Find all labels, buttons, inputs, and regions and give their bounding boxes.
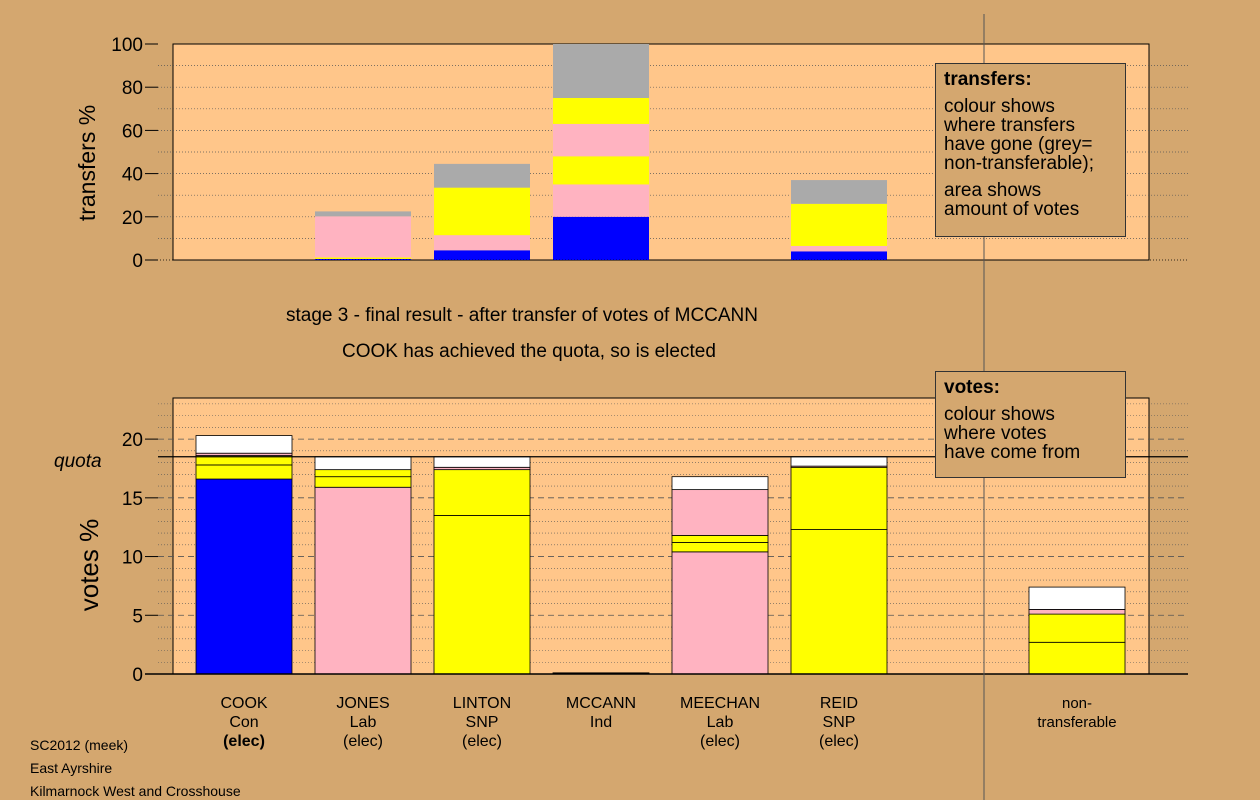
vote-bar-segment [314,469,412,478]
candidate-party-label: SNP [466,714,499,731]
vote-bar-segment [433,456,531,468]
votes-tick-label: 10 [122,548,143,569]
vote-bar-segment [790,529,888,675]
transfers-tick-label: 100 [111,35,143,56]
vote-bar-segment [790,456,888,467]
vote-bar-segment [314,476,412,488]
transfer-bar-segment [434,250,530,260]
votes-legend-line: colour shows [944,404,1055,425]
transfers-axis-label: transfers % [74,105,100,221]
candidate-party-label: Lab [707,714,734,731]
vote-bar-segment [790,466,888,530]
vote-bar-segment [195,435,293,454]
vote-bar-segment [671,535,769,543]
transfer-bar-segment [553,44,649,98]
candidate-status-label: (elec) [819,733,859,750]
transfers-legend-line: non-transferable); [944,153,1094,174]
candidate-name-label: MEECHAN [680,695,760,712]
votes-tick-label: 20 [122,430,143,451]
transfers-tick-label: 20 [122,208,143,229]
vote-bar-segment [433,515,531,675]
vote-bar-segment [671,551,769,675]
transfer-bar-segment [315,258,411,260]
candidate-name-label: COOK [220,695,267,712]
transfers-legend-line: amount of votes [944,199,1080,220]
candidate-name-label: JONES [336,695,389,712]
transfer-bar-segment [791,180,887,204]
vote-bar-segment [314,486,412,675]
vote-bar-segment [1028,609,1126,615]
vote-bar-segment [671,542,769,553]
candidate-name-label: REID [820,695,858,712]
transfers-tick-label: 60 [122,121,143,142]
candidate-name-label: LINTON [453,695,511,712]
vote-bar-segment [671,476,769,491]
vote-bar-segment [314,456,412,471]
votes-legend-line: where votes [944,423,1047,444]
transfer-bar-segment [434,187,530,236]
transfer-bar-segment [791,251,887,260]
transfer-bar-segment [553,98,649,124]
candidate-party-label: SNP [823,714,856,731]
quota-label: quota [54,451,102,472]
transfer-bar-segment [315,216,411,258]
transfers-tick-label: 0 [132,251,143,272]
transfer-bar-segment [553,156,649,185]
chart-title: stage 3 - final result - after transfer … [286,305,759,326]
transfer-bar-segment [553,123,649,157]
candidate-status-label: (elec) [343,733,383,750]
transfers-legend-line: colour shows [944,96,1055,117]
candidate-status-label: (elec) [462,733,502,750]
transfers-legend-box: transfers: colour shows where transfers … [935,63,1126,237]
vote-bar-segment [1028,586,1126,610]
candidate-party-label: Ind [590,714,612,731]
vote-bar-segment [195,464,293,480]
vote-bar-segment [1028,613,1126,643]
candidate-party-label: Lab [350,714,377,731]
vote-bar-segment [433,469,531,516]
votes-legend-title: votes: [944,377,1000,398]
candidate-party-label: transferable [1037,714,1116,731]
axes: 0 20 40 60 80 100 0 5 10 15 20 COOK Con (elec) JONES La… [111,35,1188,750]
vote-bar-segment [195,478,293,675]
votes-bars [158,435,1188,675]
transfer-bar-segment [315,211,411,217]
transfers-tick-label: 40 [122,165,143,186]
transfer-bar-segment [315,257,411,259]
transfers-bars [315,44,887,260]
transfers-tick-label: 80 [122,78,143,99]
footer-line-3: Kilmarnock West and Crosshouse [30,783,241,799]
chart-subtitle: COOK has achieved the quota, so is elect… [342,341,716,362]
votes-tick-label: 15 [122,489,143,510]
footer-line-1: SC2012 (meek) [30,737,129,753]
votes-legend-line: have come from [944,442,1081,463]
transfer-bar-segment [791,245,887,252]
transfers-legend-line: area shows [944,180,1042,201]
candidate-status-label: (elec) [700,733,740,750]
transfers-legend-title: transfers: [944,69,1032,90]
transfer-bar-segment [434,235,530,251]
vote-bar-segment [1028,641,1126,675]
votes-legend-box: votes: colour shows where votes have com… [935,371,1126,478]
transfer-bar-segment [791,203,887,246]
transfers-legend-line: have gone (grey= [944,134,1093,155]
vote-bar-segment [671,489,769,536]
transfer-bar-segment [553,184,649,217]
candidate-name-label: MCCANN [566,695,636,712]
transfer-bar-segment [434,163,530,188]
candidate-name-label: non- [1062,695,1092,712]
candidate-status-label: (elec) [223,733,265,750]
votes-tick-label: 0 [132,665,143,686]
transfer-bar-segment [553,216,649,260]
candidate-party-label: Con [229,714,258,731]
votes-tick-label: 5 [132,606,143,627]
footer-line-2: East Ayrshire [30,760,113,776]
transfers-legend-line: where transfers [944,115,1075,136]
votes-axis-label: votes % [74,519,104,612]
